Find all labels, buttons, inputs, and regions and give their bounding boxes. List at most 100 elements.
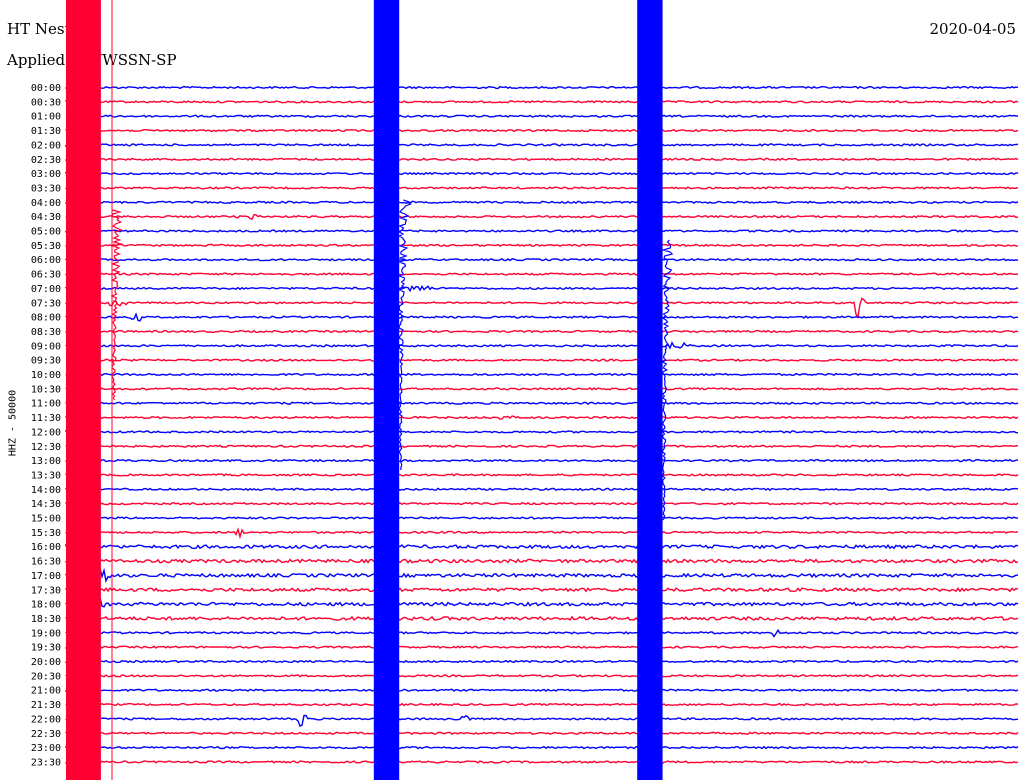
time-tick-label: 04:30: [31, 212, 61, 223]
time-tick-label: 17:30: [31, 585, 61, 596]
trace-line-2300: [65, 745, 1019, 750]
time-tick-label: 14:30: [31, 499, 61, 510]
trace-line-1300: [65, 458, 1019, 463]
time-tick-label: 22:00: [31, 714, 61, 725]
date-label: 2020-04-05: [929, 20, 1016, 38]
trace-line-2130: [65, 702, 1019, 707]
time-tick-label: 00:30: [31, 97, 61, 108]
trace-line-1430: [65, 501, 1019, 506]
trace-line-1800: [65, 593, 1019, 610]
trace-line-0430: [65, 213, 1019, 221]
time-tick-label: 15:30: [31, 528, 61, 539]
time-tick-label: 16:30: [31, 557, 61, 568]
trace-line-0130: [65, 128, 1019, 133]
station-title: HT Nesto: [7, 20, 80, 38]
trace-line-1000: [65, 372, 1019, 377]
time-tick-label: 16:00: [31, 542, 61, 553]
time-tick-label: 23:00: [31, 743, 61, 754]
trace-line-1330: [65, 473, 1019, 477]
trace-line-0530: [65, 243, 1019, 248]
trace-line-1500: [65, 516, 1018, 520]
trace-line-2100: [65, 688, 1019, 693]
trace-line-2330: [65, 759, 1019, 765]
time-tick-label: 21:30: [31, 700, 61, 711]
trace-line-0400: [65, 200, 1019, 205]
time-tick-label: 09:00: [31, 341, 61, 352]
time-tick-label: 06:30: [31, 270, 61, 281]
time-tick-label: 21:00: [31, 686, 61, 697]
trace-line-1700: [65, 567, 1018, 584]
time-tick-label: 06:00: [31, 255, 61, 266]
trace-line-0930: [65, 358, 1019, 362]
time-tick-label: 10:00: [31, 370, 61, 381]
trace-line-1530: [65, 527, 1019, 540]
trace-line-0500: [65, 229, 1019, 233]
trace-line-1200: [65, 429, 1019, 434]
time-tick-label: 05:00: [31, 227, 61, 238]
time-tick-label: 11:00: [31, 399, 61, 410]
wave-tail-1: [397, 199, 412, 471]
time-tick-label: 14:00: [31, 485, 61, 496]
time-tick-label: 20:30: [31, 671, 61, 682]
time-tick-label: 23:30: [31, 757, 61, 768]
trace-line-0700: [65, 285, 1019, 293]
time-tick-label: 07:30: [31, 298, 61, 309]
trace-line-0000: [65, 85, 1019, 90]
trace-line-1130: [65, 415, 1019, 420]
time-tick-label: 08:00: [31, 313, 61, 324]
time-tick-label: 07:00: [31, 284, 61, 295]
trace-line-0830: [65, 329, 1019, 334]
saturated-span-1: [66, 0, 101, 780]
trace-line-1030: [65, 387, 1019, 391]
trace-line-0800: [65, 312, 1019, 322]
saturated-span-3: [637, 0, 663, 780]
wave-tail-0: [110, 209, 124, 401]
time-tick-label: 19:30: [31, 643, 61, 654]
time-tick-label: 03:00: [31, 169, 61, 180]
time-tick-label: 08:30: [31, 327, 61, 338]
time-tick-label: 10:30: [31, 384, 61, 395]
trace-line-0030: [65, 99, 1019, 104]
time-tick-label: 09:30: [31, 356, 61, 367]
time-tick-label: 13:00: [31, 456, 61, 467]
time-tick-label: 11:30: [31, 413, 61, 424]
time-tick-label: 05:30: [31, 241, 61, 252]
time-tick-label: 02:30: [31, 155, 61, 166]
trace-line-2230: [65, 731, 1019, 735]
time-tick-label: 04:00: [31, 198, 61, 209]
time-tick-label: 01:30: [31, 126, 61, 137]
trace-line-1900: [65, 628, 1019, 638]
time-tick-label: 15:00: [31, 514, 61, 525]
time-tick-label: 13:30: [31, 470, 61, 481]
time-tick-label: 19:00: [31, 628, 61, 639]
wave-tail-2: [661, 239, 674, 521]
trace-line-1100: [65, 401, 1019, 405]
trace-line-0630: [65, 272, 1019, 276]
trace-line-0300: [65, 171, 1019, 176]
time-tick-label: 18:30: [31, 614, 61, 625]
time-tick-label: 12:00: [31, 427, 61, 438]
trace-line-0900: [65, 341, 1019, 350]
saturated-span-2: [373, 0, 400, 780]
trace-line-1630: [65, 558, 1019, 564]
trace-line-0730: [65, 297, 1019, 319]
trace-line-0230: [65, 157, 1019, 162]
trace-line-2000: [65, 659, 1019, 664]
time-tick-label: 00:00: [31, 83, 61, 94]
time-tick-label: 20:00: [31, 657, 61, 668]
trace-line-2200: [65, 714, 1019, 728]
time-tick-label: 17:00: [31, 571, 61, 582]
trace-line-1730: [65, 587, 1019, 593]
trace-line-1230: [65, 444, 1019, 448]
trace-line-1400: [65, 487, 1019, 492]
time-tick-label: 18:00: [31, 600, 61, 611]
trace-line-0100: [65, 114, 1019, 118]
time-tick-label: 22:30: [31, 729, 61, 740]
trace-line-1830: [65, 615, 1019, 622]
time-tick-label: 02:00: [31, 140, 61, 151]
trace-line-0600: [65, 257, 1019, 262]
time-tick-label: 12:30: [31, 442, 61, 453]
trace-line-2030: [65, 674, 1019, 678]
trace-line-0200: [65, 143, 1019, 148]
